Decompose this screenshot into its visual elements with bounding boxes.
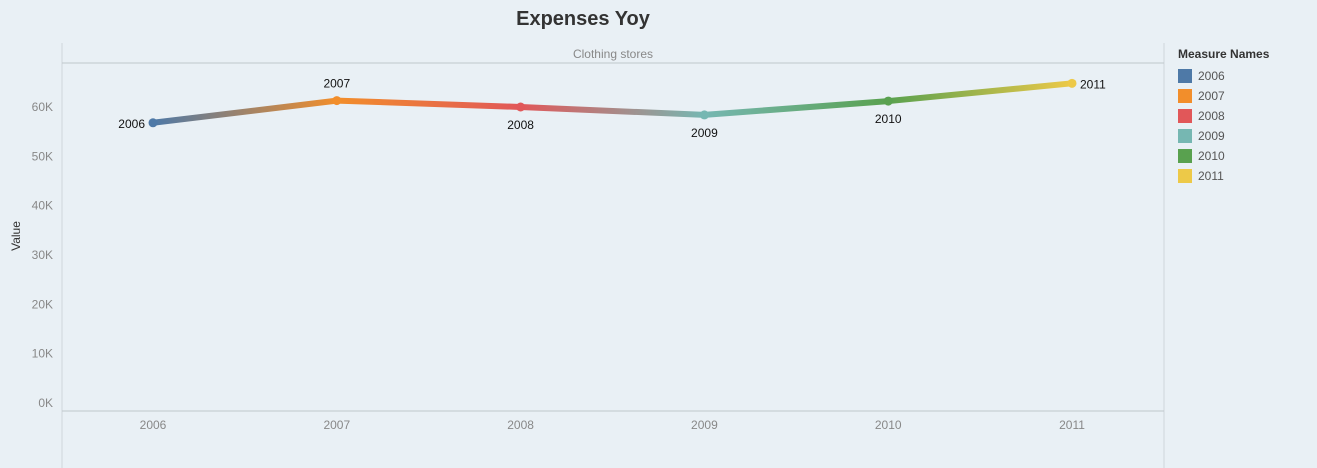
- legend-swatch: [1178, 69, 1192, 83]
- data-label: 2007: [323, 77, 350, 91]
- chart-frame: [61, 43, 1165, 468]
- legend-label: 2009: [1198, 129, 1225, 143]
- y-tick-label: 50K: [32, 149, 53, 163]
- data-label: 2011: [1080, 77, 1106, 91]
- data-point-2011[interactable]: [1067, 78, 1077, 88]
- data-point-2008[interactable]: [516, 102, 526, 112]
- x-tick-label: 2006: [140, 418, 167, 432]
- legend-item-2008[interactable]: 2008: [1178, 106, 1269, 126]
- x-tick-label: 2008: [507, 418, 534, 432]
- data-point-2006[interactable]: [148, 118, 158, 128]
- data-point-2009[interactable]: [699, 110, 709, 120]
- data-point-2010[interactable]: [883, 96, 893, 106]
- y-axis-ticks: 0K 10K 20K 30K 40K 50K 60K: [32, 100, 53, 410]
- line-chart: Clothing stores Value 0K 10K 20K 30K 40K 50K 6…: [9, 43, 1165, 468]
- legend-item-2009[interactable]: 2009: [1178, 126, 1269, 146]
- data-labels: 2006 2007 2008 2009 2010 2011: [118, 77, 1106, 140]
- legend: Measure Names 2006 2007 2008 2009 2010 2011: [1178, 47, 1269, 186]
- x-tick-label: 2007: [323, 418, 350, 432]
- y-tick-label: 40K: [32, 199, 53, 213]
- legend-swatch: [1178, 169, 1192, 183]
- y-tick-label: 10K: [32, 347, 53, 361]
- line-segment-2006-2007: [150, 97, 340, 126]
- legend-item-2007[interactable]: 2007: [1178, 86, 1269, 106]
- y-tick-label: 20K: [32, 297, 53, 311]
- y-axis-label: Value: [9, 221, 23, 251]
- line-segment-2008-2009: [517, 104, 708, 118]
- legend-swatch: [1178, 89, 1192, 103]
- legend-item-2006[interactable]: 2006: [1178, 66, 1269, 86]
- legend-swatch: [1178, 149, 1192, 163]
- y-tick-label: 60K: [32, 100, 53, 114]
- legend-label: 2010: [1198, 149, 1225, 163]
- legend-label: 2006: [1198, 69, 1225, 83]
- legend-label: 2011: [1198, 169, 1224, 183]
- data-label: 2008: [507, 118, 534, 132]
- legend-swatch: [1178, 129, 1192, 143]
- x-axis-ticks: 2006 2007 2008 2009 2010 2011: [140, 418, 1086, 432]
- legend-item-2010[interactable]: 2010: [1178, 146, 1269, 166]
- line-segment-2009-2010: [701, 98, 892, 118]
- legend-title: Measure Names: [1178, 47, 1270, 61]
- data-point-2007[interactable]: [332, 96, 342, 106]
- legend-items: 2006 2007 2008 2009 2010 2011: [1178, 66, 1269, 186]
- y-tick-label: 30K: [32, 248, 53, 262]
- legend-label: 2007: [1198, 89, 1225, 103]
- series-line: [150, 80, 1075, 126]
- legend-swatch: [1178, 109, 1192, 123]
- chart-title: Expenses Yoy: [516, 8, 650, 30]
- series-points: [148, 78, 1077, 128]
- data-label: 2010: [875, 112, 902, 126]
- line-segment-2007-2008: [333, 97, 524, 110]
- x-tick-label: 2009: [691, 418, 718, 432]
- data-label: 2009: [691, 126, 718, 140]
- panel-header: Clothing stores: [573, 47, 653, 61]
- legend-label: 2008: [1198, 109, 1225, 123]
- line-segment-2010-2011: [885, 80, 1075, 105]
- data-label: 2006: [118, 117, 145, 131]
- legend-item-2011[interactable]: 2011: [1178, 166, 1269, 186]
- y-tick-label: 0K: [38, 396, 53, 410]
- x-tick-label: 2010: [875, 418, 902, 432]
- x-tick-label: 2011: [1059, 418, 1085, 432]
